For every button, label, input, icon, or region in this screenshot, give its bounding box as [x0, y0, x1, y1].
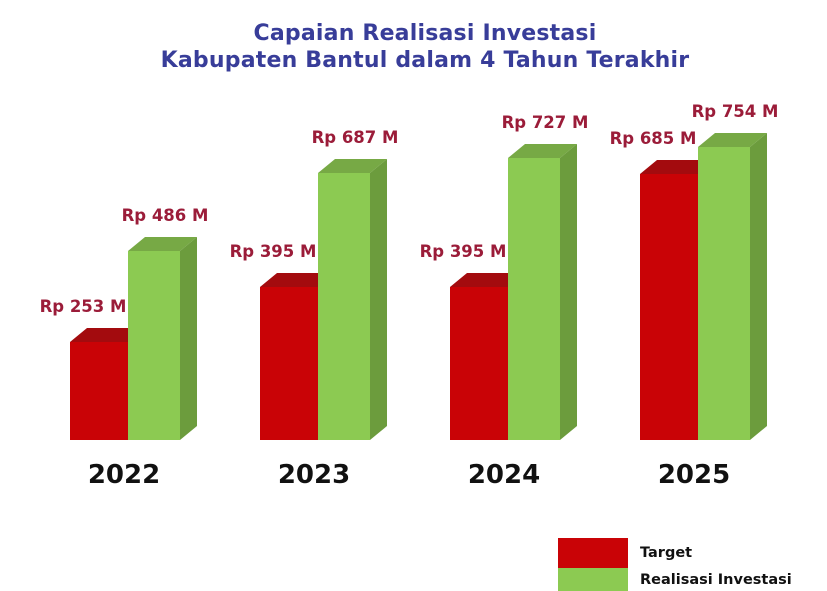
bar-target-2023: [260, 287, 318, 440]
bar-target-top-2025: [640, 160, 715, 174]
bar-realisasi-top-2025: [698, 133, 767, 147]
bar-realisasi-side-2022: [180, 237, 197, 440]
bar-realisasi-2024: [508, 158, 560, 440]
legend-label-realisasi: Realisasi Investasi: [640, 572, 792, 588]
bar-realisasi-side-2024: [560, 144, 577, 440]
bar-target-top-2024: [450, 273, 525, 287]
legend-label-target: Target: [640, 545, 693, 561]
bar-target-2024: [450, 287, 508, 440]
legend: Target Realisasi Investasi: [558, 538, 827, 591]
chart-title: Capaian Realisasi Investasi Kabupaten Ba…: [0, 20, 827, 74]
bar-realisasi-top-2023: [318, 159, 387, 173]
bar-realisasi-side-2023: [370, 159, 387, 440]
bar-target-2025: [640, 174, 698, 440]
legend-swatch-target: [558, 538, 628, 568]
bar-realisasi-2025: [698, 147, 750, 440]
bar-realisasi-top-2022: [128, 237, 197, 251]
bar-target-top-2022: [70, 328, 145, 342]
chart-title-line1: Capaian Realisasi Investasi: [253, 21, 597, 46]
bar-target-top-2023: [260, 273, 335, 287]
bar-realisasi-top-2024: [508, 144, 577, 158]
bar-realisasi-2022: [128, 251, 180, 440]
bar-realisasi-2023: [318, 173, 370, 440]
chart-title-line2: Kabupaten Bantul dalam 4 Tahun Terakhir: [160, 48, 690, 73]
legend-swatch-realisasi: [558, 568, 628, 591]
bar-target-2022: [70, 342, 128, 440]
bar-realisasi-side-2025: [750, 133, 767, 440]
